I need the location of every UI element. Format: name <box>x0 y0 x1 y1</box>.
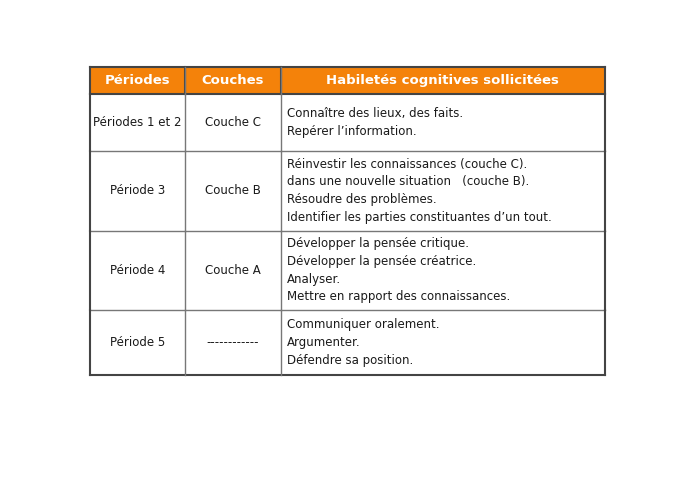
Text: Période 5: Période 5 <box>110 336 165 349</box>
Text: dans une nouvelle situation   (couche B).: dans une nouvelle situation (couche B). <box>287 176 529 189</box>
Text: Communiquer oralement.: Communiquer oralement. <box>287 318 439 331</box>
Bar <box>90 94 605 151</box>
Text: Défendre sa position.: Défendre sa position. <box>287 354 413 367</box>
Bar <box>185 67 281 94</box>
Text: Période 3: Période 3 <box>110 184 165 197</box>
Text: Couche A: Couche A <box>205 264 261 277</box>
Text: Identifier les parties constituantes d’un tout.: Identifier les parties constituantes d’u… <box>287 211 552 224</box>
Text: Couches: Couches <box>201 74 264 87</box>
Text: Réinvestir les connaissances (couche C).: Réinvestir les connaissances (couche C). <box>287 158 527 171</box>
Bar <box>281 67 605 94</box>
Text: Mettre en rapport des connaissances.: Mettre en rapport des connaissances. <box>287 290 510 303</box>
Text: Période 4: Période 4 <box>110 264 165 277</box>
Text: Développer la pensée critique.: Développer la pensée critique. <box>287 237 469 250</box>
Text: Développer la pensée créatrice.: Développer la pensée créatrice. <box>287 255 476 268</box>
Text: Connaître des lieux, des faits.: Connaître des lieux, des faits. <box>287 107 463 120</box>
Text: Analyser.: Analyser. <box>287 273 341 286</box>
Bar <box>90 230 605 310</box>
Text: Argumenter.: Argumenter. <box>287 336 361 349</box>
Bar <box>90 151 605 230</box>
Text: ------------: ------------ <box>207 336 259 349</box>
Text: Résoudre des problèmes.: Résoudre des problèmes. <box>287 193 437 206</box>
Text: Périodes 1 et 2: Périodes 1 et 2 <box>94 116 182 129</box>
Bar <box>90 310 605 375</box>
Text: Périodes: Périodes <box>105 74 170 87</box>
Text: Habiletés cognitives sollicitées: Habiletés cognitives sollicitées <box>326 74 559 87</box>
Text: Couche C: Couche C <box>205 116 261 129</box>
Text: Couche B: Couche B <box>205 184 261 197</box>
Bar <box>90 67 185 94</box>
Text: Repérer l’information.: Repérer l’information. <box>287 125 416 138</box>
